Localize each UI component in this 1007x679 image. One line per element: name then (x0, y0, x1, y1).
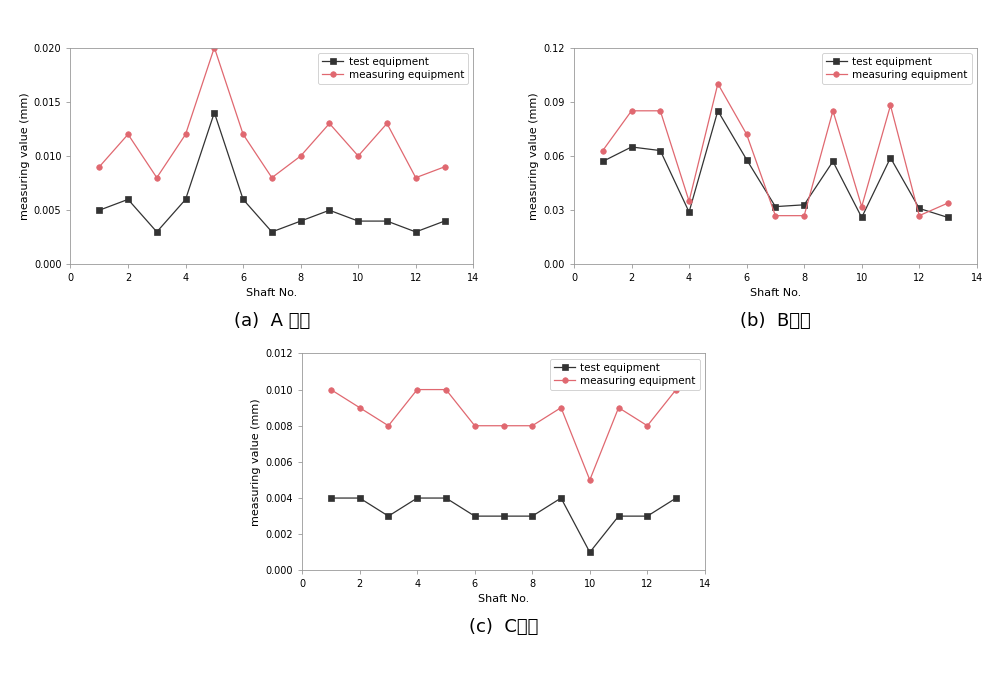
measuring equipment (740, 130, 752, 139)
test equipment (827, 158, 839, 166)
X-axis label: Shaft No.: Shaft No. (478, 593, 529, 604)
test equipment (410, 228, 422, 236)
test equipment (655, 147, 667, 155)
measuring equipment (237, 130, 249, 139)
test equipment (94, 206, 106, 215)
test equipment (353, 494, 366, 502)
test equipment (555, 494, 567, 502)
measuring equipment (683, 197, 695, 205)
measuring equipment (151, 174, 163, 182)
Text: (b)  B위치: (b) B위치 (740, 312, 811, 330)
Legend: test equipment, measuring equipment: test equipment, measuring equipment (318, 53, 468, 84)
measuring equipment (856, 202, 868, 210)
Text: (a)  A 위치: (a) A 위치 (234, 312, 310, 330)
test equipment (352, 217, 365, 225)
test equipment (625, 143, 637, 151)
test equipment (438, 217, 450, 225)
measuring equipment (641, 422, 654, 430)
measuring equipment (94, 163, 106, 171)
test equipment (440, 494, 452, 502)
test equipment (383, 512, 395, 520)
test equipment (597, 158, 609, 166)
measuring equipment (381, 120, 393, 128)
measuring equipment (468, 422, 480, 430)
measuring equipment (323, 120, 335, 128)
measuring equipment (827, 107, 839, 115)
test equipment (769, 202, 781, 210)
test equipment (411, 494, 423, 502)
test equipment (913, 204, 925, 213)
test equipment (266, 228, 278, 236)
test equipment (884, 153, 896, 162)
test equipment (497, 512, 510, 520)
Line: measuring equipment: measuring equipment (328, 387, 679, 483)
test equipment (381, 217, 393, 225)
X-axis label: Shaft No.: Shaft No. (750, 288, 801, 297)
test equipment (712, 107, 724, 115)
Line: test equipment: test equipment (97, 110, 447, 235)
test equipment (323, 206, 335, 215)
measuring equipment (266, 174, 278, 182)
measuring equipment (383, 422, 395, 430)
test equipment (295, 217, 307, 225)
Y-axis label: measuring value (mm): measuring value (mm) (530, 92, 540, 220)
measuring equipment (527, 422, 539, 430)
measuring equipment (712, 79, 724, 88)
measuring equipment (799, 212, 811, 220)
Line: test equipment: test equipment (600, 108, 951, 220)
test equipment (527, 512, 539, 520)
test equipment (584, 548, 596, 556)
measuring equipment (295, 152, 307, 160)
measuring equipment (670, 386, 682, 394)
test equipment (179, 196, 191, 204)
measuring equipment (942, 199, 954, 207)
test equipment (670, 494, 682, 502)
measuring equipment (612, 403, 624, 411)
test equipment (612, 512, 624, 520)
measuring equipment (438, 163, 450, 171)
measuring equipment (411, 386, 423, 394)
measuring equipment (122, 130, 134, 139)
measuring equipment (497, 422, 510, 430)
test equipment (641, 512, 654, 520)
Line: test equipment: test equipment (328, 495, 679, 555)
measuring equipment (555, 403, 567, 411)
test equipment (799, 201, 811, 209)
measuring equipment (913, 212, 925, 220)
Legend: test equipment, measuring equipment: test equipment, measuring equipment (822, 53, 972, 84)
test equipment (468, 512, 480, 520)
test equipment (683, 208, 695, 216)
test equipment (325, 494, 337, 502)
Text: (c)  C위치: (c) C위치 (469, 618, 538, 636)
measuring equipment (410, 174, 422, 182)
measuring equipment (352, 152, 365, 160)
measuring equipment (353, 403, 366, 411)
Y-axis label: measuring value (mm): measuring value (mm) (20, 92, 29, 220)
Y-axis label: measuring value (mm): measuring value (mm) (252, 398, 261, 526)
measuring equipment (597, 147, 609, 155)
Line: measuring equipment: measuring equipment (600, 81, 951, 219)
test equipment (237, 196, 249, 204)
measuring equipment (179, 130, 191, 139)
X-axis label: Shaft No.: Shaft No. (247, 288, 297, 297)
test equipment (122, 196, 134, 204)
measuring equipment (884, 101, 896, 109)
test equipment (208, 109, 221, 117)
measuring equipment (625, 107, 637, 115)
measuring equipment (440, 386, 452, 394)
Line: measuring equipment: measuring equipment (97, 45, 447, 181)
test equipment (942, 213, 954, 221)
measuring equipment (325, 386, 337, 394)
test equipment (856, 213, 868, 221)
measuring equipment (208, 43, 221, 52)
measuring equipment (769, 212, 781, 220)
test equipment (740, 155, 752, 164)
Legend: test equipment, measuring equipment: test equipment, measuring equipment (550, 359, 700, 390)
test equipment (151, 228, 163, 236)
measuring equipment (584, 476, 596, 484)
measuring equipment (655, 107, 667, 115)
